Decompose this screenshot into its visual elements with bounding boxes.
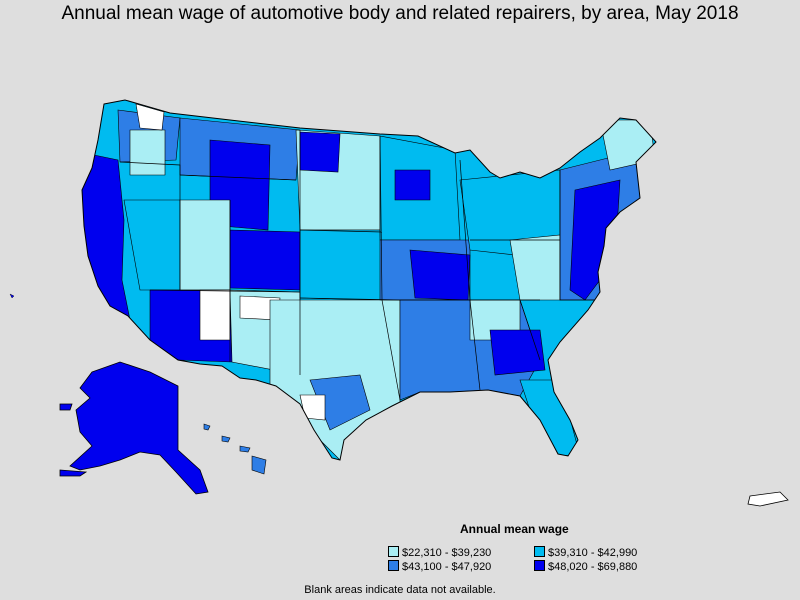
alaska-island bbox=[59, 403, 73, 411]
region-idaho-south bbox=[129, 129, 166, 176]
legend-label-1: $22,310 - $39,230 bbox=[402, 547, 492, 559]
legend-swatch-2 bbox=[534, 546, 545, 557]
hawaii-maui bbox=[239, 445, 251, 453]
region-utah bbox=[179, 199, 231, 291]
legend-swatch-1 bbox=[388, 546, 399, 557]
legend-swatch-3 bbox=[388, 560, 399, 571]
region-minneapolis bbox=[394, 169, 431, 201]
small-island-west bbox=[9, 293, 15, 299]
region-maine bbox=[599, 119, 656, 171]
alaska bbox=[59, 361, 209, 495]
region-blank-southwest bbox=[199, 289, 231, 341]
legend-label-4: $48,020 - $69,880 bbox=[548, 561, 638, 573]
region-nd-west bbox=[299, 131, 341, 173]
legend-item-3: $43,100 - $47,920 bbox=[388, 560, 491, 574]
legend-item-4: $48,020 - $69,880 bbox=[534, 560, 637, 574]
us-outline bbox=[81, 99, 657, 461]
alaska-mainland bbox=[69, 361, 209, 495]
aleutian-islands bbox=[59, 469, 88, 477]
legend-title: Annual mean wage bbox=[460, 522, 569, 536]
legend-item-1: $22,310 - $39,230 bbox=[388, 546, 491, 560]
region-blank-texas bbox=[299, 394, 326, 421]
region-florida bbox=[519, 379, 581, 457]
region-atlanta bbox=[489, 329, 546, 376]
hawaii-oahu bbox=[221, 435, 231, 443]
legend-swatch-4 bbox=[534, 560, 545, 571]
region-colorado bbox=[229, 229, 301, 291]
hawaii-kauai bbox=[203, 423, 211, 431]
hawaii bbox=[203, 423, 267, 475]
state-borders bbox=[119, 130, 600, 401]
region-megalopolis bbox=[569, 179, 621, 301]
region-blank-northwest bbox=[135, 103, 165, 131]
hawaii-big-island bbox=[251, 455, 267, 475]
region-plains bbox=[299, 229, 383, 301]
legend: Annual mean wage $22,310 - $39,230 $39,3… bbox=[384, 520, 684, 580]
legend-item-2: $39,310 - $42,990 bbox=[534, 546, 637, 560]
legend-label-2: $39,310 - $42,990 bbox=[548, 547, 638, 559]
footnote: Blank areas indicate data not available. bbox=[304, 584, 496, 596]
map-title: Annual mean wage of automotive body and … bbox=[61, 3, 739, 24]
puerto-rico bbox=[747, 491, 789, 507]
legend-label-3: $43,100 - $47,920 bbox=[402, 561, 492, 573]
region-illinois bbox=[409, 249, 471, 301]
